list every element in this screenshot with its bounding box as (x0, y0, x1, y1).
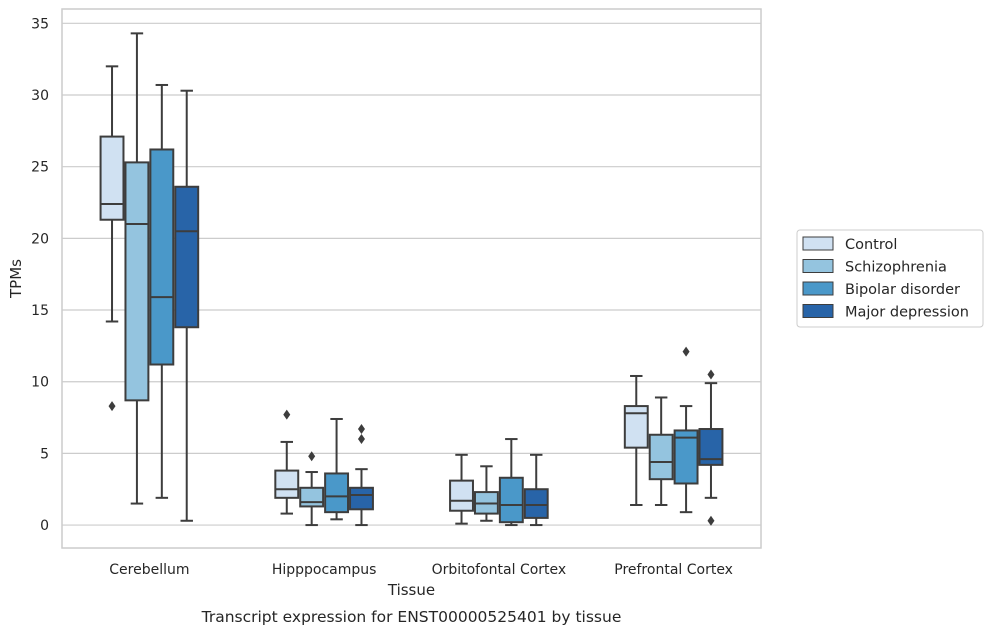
x-tick-label: Prefrontal Cortex (614, 562, 733, 578)
x-tick-label: Cerebellum (109, 562, 189, 578)
outlier-point (357, 424, 365, 435)
box-control-1 (274, 409, 300, 515)
x-tick-label: Hipppocampus (272, 562, 377, 578)
legend-swatch (802, 304, 834, 318)
outlier-point (707, 369, 715, 380)
legend-label: Bipolar disorder (845, 282, 960, 298)
box-major-depression-1 (349, 424, 374, 527)
x-axis-label: Tissue (387, 581, 435, 599)
box-schizophrenia-0 (124, 32, 150, 505)
iqr-box (523, 488, 549, 519)
y-tick-label: 20 (31, 231, 49, 247)
iqr-box (673, 429, 699, 485)
y-tick-label: 35 (31, 16, 49, 32)
legend-frame (796, 229, 984, 328)
legend-swatch (802, 281, 834, 296)
legend-swatch (802, 259, 834, 273)
iqr-box (174, 185, 200, 329)
iqr-box (648, 433, 674, 481)
y-tick-label: 10 (31, 375, 49, 391)
iqr-box (498, 476, 524, 524)
legend: Control Schizophrenia Bipolar disorder Majo… (796, 229, 984, 328)
y-tick-label: 0 (40, 518, 49, 534)
outlier-point (283, 409, 291, 420)
outlier-point (108, 401, 116, 412)
outlier-point (357, 434, 365, 445)
iqr-box (623, 405, 649, 449)
iqr-box (449, 479, 474, 512)
x-tick-label: Orbitofontal Cortex (432, 562, 567, 578)
box-schizophrenia-1 (299, 451, 325, 527)
iqr-box (698, 428, 724, 466)
box-bipolar-disorder-3 (673, 346, 699, 514)
y-tick-label: 15 (31, 303, 49, 319)
box-major-depression-0 (174, 89, 200, 522)
y-axis-ticks: 0 5 10 15 20 25 30 35 (31, 16, 49, 534)
iqr-box (99, 135, 125, 221)
box-bipolar-disorder-2 (498, 438, 524, 527)
box-bipolar-disorder-0 (149, 83, 175, 499)
y-tick-label: 30 (31, 88, 49, 104)
box-control-3 (623, 374, 649, 506)
box-major-depression-2 (523, 453, 549, 527)
box-control-0 (99, 65, 125, 412)
legend-label: Major depression (845, 305, 969, 321)
iqr-box (149, 148, 175, 366)
outlier-point (682, 346, 690, 357)
y-tick-label: 5 (40, 446, 49, 462)
iqr-box (299, 486, 325, 508)
box-groups (99, 32, 724, 527)
legend-label: Schizophrenia (845, 260, 947, 276)
box-control-2 (449, 453, 474, 525)
outlier-point (707, 515, 715, 526)
box-bipolar-disorder-1 (324, 417, 350, 521)
y-axis-label: TPMs (7, 259, 25, 299)
outlier-point (308, 451, 316, 462)
y-tick-label: 25 (31, 160, 49, 176)
legend-label: Control (845, 237, 897, 253)
iqr-box (349, 486, 374, 511)
x-axis-ticks: Cerebellum Hipppocampus Orbitofontal Corte… (109, 562, 733, 578)
box-schizophrenia-2 (473, 465, 499, 522)
legend-swatch (802, 236, 834, 251)
iqr-box (124, 161, 150, 402)
box-schizophrenia-3 (648, 396, 674, 506)
iqr-box (324, 472, 350, 514)
box-major-depression-3 (698, 369, 724, 526)
chart-caption: Transcript expression for ENST0000052540… (201, 608, 622, 626)
iqr-box (274, 469, 300, 499)
